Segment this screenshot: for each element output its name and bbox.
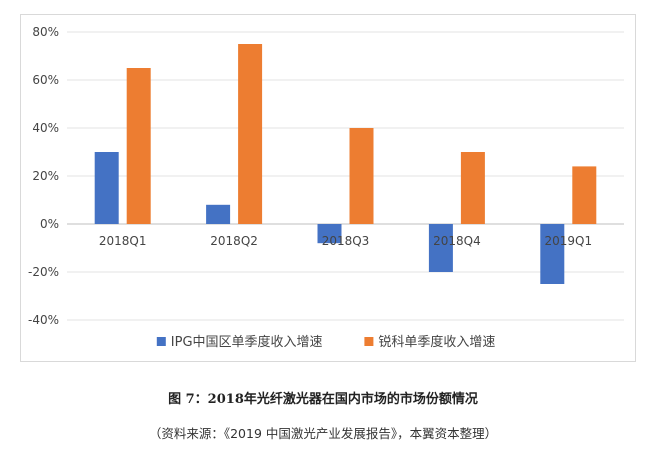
axes: -40% -20% 0% 20% 40% 60% 80% 2018Q1 2018Q2 2018Q3…	[28, 25, 592, 327]
bar-ipg-2018Q1	[94, 152, 119, 224]
y-tick-label: 80%	[32, 25, 59, 39]
y-tick-label: 20%	[32, 169, 59, 183]
bar-chart: -40% -20% 0% 20% 40% 60% 80% 2018Q1 2018Q2 2018Q3…	[28, 25, 624, 350]
figure-title: 图 7：2018年光纤激光器在国内市场的市场份额情况	[168, 392, 478, 407]
bars	[94, 44, 597, 284]
bar-ipg-2019Q1	[540, 224, 565, 284]
bar-raycus-2018Q2	[238, 44, 263, 224]
bar-raycus-2018Q4	[460, 152, 485, 224]
bar-raycus-2018Q1	[126, 68, 151, 224]
gridlines	[67, 31, 624, 321]
y-tick-label: 60%	[32, 73, 59, 87]
bar-raycus-2018Q3	[349, 128, 374, 224]
bar-ipg-2018Q4	[428, 224, 453, 272]
x-tick-label: 2018Q1	[99, 234, 147, 248]
y-tick-label: -20%	[28, 265, 59, 279]
legend-swatch-raycus	[364, 337, 374, 346]
y-tick-label: 0%	[40, 217, 59, 231]
x-tick-label: 2019Q1	[544, 234, 592, 248]
legend-label-ipg: IPG中国区单季度收入增速	[171, 334, 323, 350]
bar-raycus-2019Q1	[572, 166, 597, 224]
x-tick-label: 2018Q4	[433, 234, 481, 248]
x-tick-label: 2018Q3	[322, 234, 370, 248]
figure-source: （资料来源：《2019 中国激光产业发展报告》，本翼资本整理）	[148, 426, 498, 441]
legend-label-raycus: 锐科单季度收入增速	[378, 334, 495, 350]
bar-ipg-2018Q3	[317, 224, 342, 244]
legend: IPG中国区单季度收入增速 锐科单季度收入增速	[156, 334, 495, 350]
x-tick-label: 2018Q2	[210, 234, 258, 248]
y-tick-label: 40%	[32, 121, 59, 135]
y-tick-label: -40%	[28, 313, 59, 327]
chart-frame: -40% -20% 0% 20% 40% 60% 80% 2018Q1 2018Q2 2018Q3…	[20, 14, 636, 362]
legend-swatch-ipg	[156, 337, 166, 346]
bar-ipg-2018Q2	[206, 204, 231, 224]
